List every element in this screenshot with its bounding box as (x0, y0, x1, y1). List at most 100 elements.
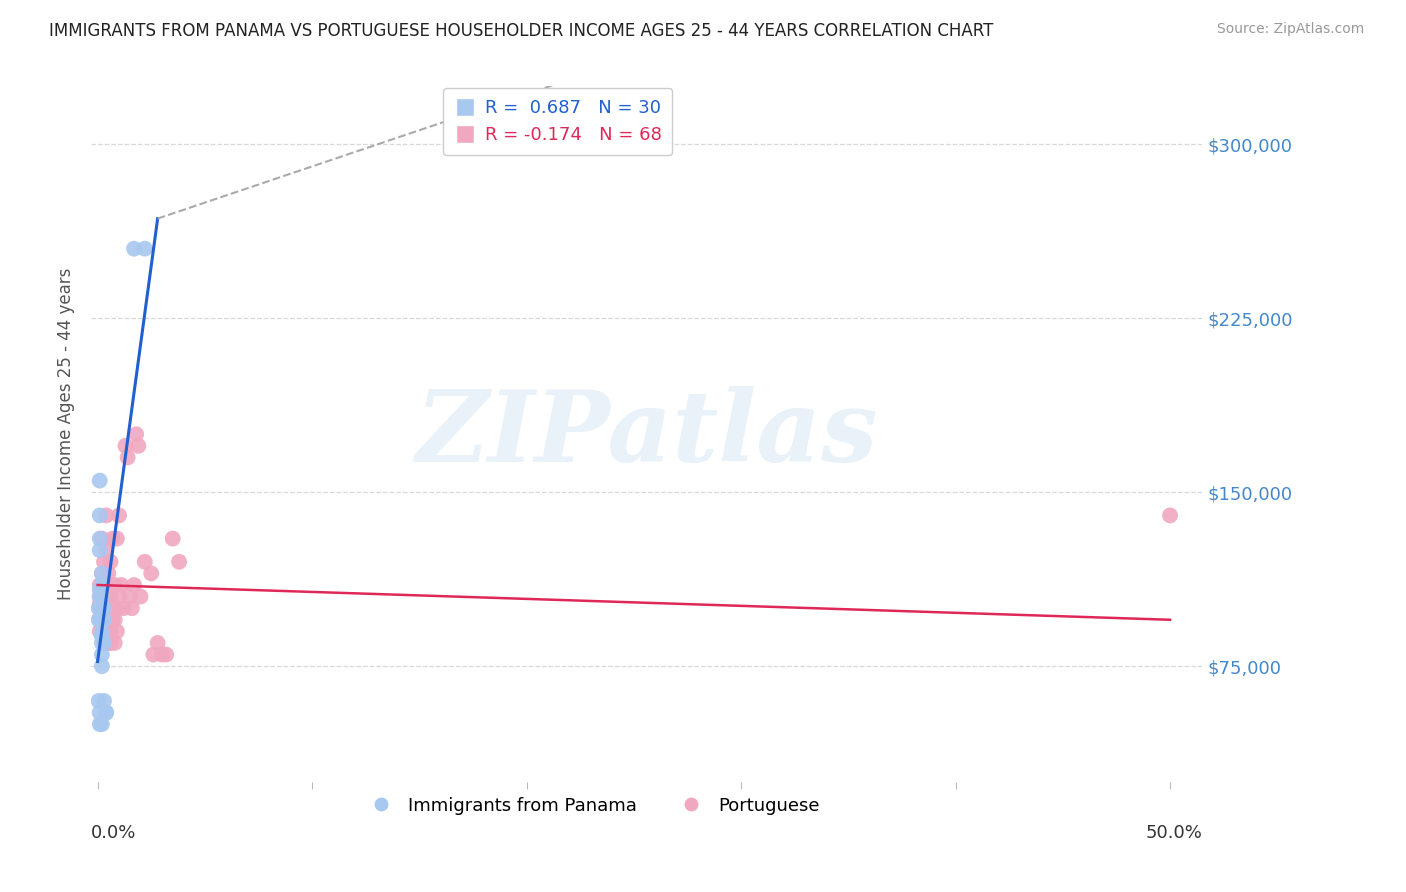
Point (129, 590, 152, 604)
Point (96, 508, 118, 523)
Point (104, 578, 127, 592)
Point (90, 590, 112, 604)
Point (90, 532, 112, 546)
Point (100, 636, 122, 650)
Point (142, 648, 165, 662)
Text: IMMIGRANTS FROM PANAMA VS PORTUGUESE HOUSEHOLDER INCOME AGES 25 - 44 YEARS CORRE: IMMIGRANTS FROM PANAMA VS PORTUGUESE HOU… (49, 22, 994, 40)
Point (122, 578, 145, 592)
Point (90, 648, 112, 662)
Point (89, 613, 111, 627)
Point (141, 566, 163, 581)
Point (105, 624, 128, 639)
Point (93, 601, 115, 615)
Point (108, 590, 131, 604)
Point (90, 566, 112, 581)
Point (93, 555, 115, 569)
Point (97, 601, 120, 615)
Point (90, 613, 112, 627)
Point (96, 578, 118, 592)
Point (121, 601, 143, 615)
Point (90, 624, 112, 639)
Point (100, 590, 122, 604)
Point (89, 590, 111, 604)
Point (96, 706, 118, 720)
Point (96, 636, 118, 650)
Point (100, 624, 122, 639)
Point (90, 659, 112, 673)
Point (93, 613, 115, 627)
Text: Source: ZipAtlas.com: Source: ZipAtlas.com (1216, 22, 1364, 37)
Point (105, 601, 128, 615)
Point (90, 601, 112, 615)
Point (97, 613, 120, 627)
Point (93, 636, 115, 650)
Point (90, 717, 112, 731)
Point (101, 532, 124, 546)
Point (100, 555, 122, 569)
Text: 50.0%: 50.0% (1146, 824, 1202, 842)
Point (89, 717, 111, 731)
Point (89, 624, 111, 639)
Point (90, 624, 112, 639)
Point (93, 636, 115, 650)
Point (93, 578, 115, 592)
Point (122, 242, 145, 256)
Point (90, 636, 112, 650)
Point (125, 427, 148, 442)
Point (90, 613, 112, 627)
Point (93, 590, 115, 604)
Point (89, 706, 111, 720)
Point (87, 694, 110, 708)
Point (97, 590, 120, 604)
Point (89, 532, 111, 546)
Point (101, 613, 124, 627)
Point (90, 582, 112, 597)
Point (89, 508, 111, 523)
Point (89, 582, 111, 597)
Point (90, 578, 112, 592)
Point (127, 439, 149, 453)
Y-axis label: Householder Income Ages 25 - 44 years: Householder Income Ages 25 - 44 years (58, 268, 75, 600)
Point (90, 620, 112, 634)
Point (89, 474, 111, 488)
Point (87, 601, 110, 615)
Point (93, 694, 115, 708)
Point (90, 629, 112, 643)
Point (93, 613, 115, 627)
Point (89, 597, 111, 611)
Point (89, 601, 111, 615)
Point (150, 648, 173, 662)
Point (97, 636, 120, 650)
Point (155, 648, 177, 662)
Point (112, 601, 135, 615)
Point (162, 532, 184, 546)
Point (87, 613, 110, 627)
Point (90, 566, 112, 581)
Point (105, 532, 128, 546)
Point (146, 636, 169, 650)
Point (90, 590, 112, 604)
Point (96, 624, 118, 639)
Point (89, 590, 111, 604)
Point (118, 590, 141, 604)
Point (114, 439, 136, 453)
Point (96, 706, 118, 720)
Point (96, 613, 118, 627)
Point (90, 601, 112, 615)
Point (104, 636, 127, 650)
Point (104, 613, 127, 627)
Point (101, 601, 124, 615)
Point (117, 450, 139, 465)
Point (97, 566, 120, 581)
Text: ZIPatlas: ZIPatlas (416, 386, 877, 483)
Point (1159, 508, 1181, 523)
Point (167, 555, 190, 569)
Legend: Immigrants from Panama, Portuguese: Immigrants from Panama, Portuguese (356, 789, 827, 822)
Point (108, 508, 131, 523)
Point (134, 242, 156, 256)
Point (93, 601, 115, 615)
Point (89, 543, 111, 558)
Point (96, 590, 118, 604)
Point (96, 543, 118, 558)
Point (134, 555, 156, 569)
